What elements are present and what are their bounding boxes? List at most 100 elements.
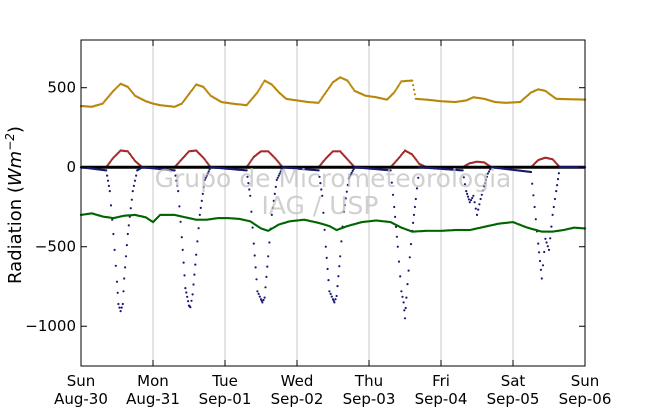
series-3-point [175, 179, 178, 182]
series-3-point [199, 206, 202, 209]
series-3-point [555, 190, 558, 193]
series-0-point [258, 88, 261, 91]
series-3-point [395, 235, 398, 238]
series-3-point [534, 218, 537, 221]
series-3-point [325, 256, 328, 259]
series-0-point [259, 86, 262, 89]
series-3-point [391, 193, 395, 196]
series-3-point [185, 291, 188, 294]
series-3-point [405, 296, 408, 299]
series-3-point [337, 275, 340, 278]
series-3-point [412, 221, 415, 224]
series-3-point [272, 199, 275, 202]
series-3-point [131, 190, 134, 193]
series-3-point [266, 265, 269, 268]
series-3-point [111, 218, 114, 221]
series-3-point [197, 227, 200, 230]
series-3-point [462, 176, 465, 179]
y-axis-label: Radiation (Wm−2) [3, 126, 26, 284]
series-3-point [399, 275, 402, 278]
series-0-point [396, 86, 399, 89]
series-3-point [124, 255, 128, 258]
x-tick-label-day: Sat [501, 372, 526, 390]
series-3-point [319, 182, 322, 185]
series-3-point [413, 205, 416, 209]
series-0-point [411, 79, 414, 82]
series-3-point [556, 178, 560, 181]
series-3-point [273, 192, 276, 195]
series-3-point [467, 198, 470, 201]
series-3-point [178, 205, 181, 208]
series-3-point [329, 292, 332, 295]
series-3-point [190, 299, 193, 302]
series-3-point [339, 255, 342, 258]
series-3-point [543, 250, 546, 254]
series-3-point [550, 225, 553, 228]
x-tick-label-date: Sep-06 [559, 390, 612, 408]
series-3-point [251, 226, 254, 229]
series-3-point [105, 169, 108, 172]
series-3-point [461, 169, 464, 172]
series-0-point [398, 83, 401, 86]
series-3-point [193, 273, 196, 276]
series-3-point [415, 187, 419, 190]
series-0-point [394, 89, 397, 92]
y-tick-label: −500 [35, 238, 76, 256]
series-3-point [402, 301, 405, 304]
plot-frame [80, 39, 586, 367]
series-3-point [472, 194, 475, 197]
series-3-point [479, 197, 482, 201]
series-3-point [263, 296, 266, 299]
series-3-point [115, 280, 119, 283]
watermark-line-1: Grupo de Micrometeorologia [155, 164, 512, 193]
series-0-point [262, 81, 265, 84]
series-3-point [538, 251, 541, 254]
series-3-point [348, 175, 351, 178]
series-3-point [545, 241, 548, 244]
series-3-point [347, 177, 350, 180]
series-3-point [196, 240, 199, 243]
series-3-point [253, 254, 256, 257]
series-layer [79, 76, 587, 320]
series-3-point [468, 201, 471, 204]
series-3-point [262, 298, 265, 302]
series-3-point [557, 172, 561, 175]
x-tick-label-day: Wed [281, 372, 314, 390]
series-3-point [133, 179, 137, 182]
y-axis-label-close: ) [5, 126, 26, 133]
series-3-point [403, 317, 407, 320]
x-tick-label-day: Mon [137, 372, 169, 390]
series-3-point [346, 183, 349, 187]
series-3-point [533, 205, 536, 209]
series-3-point [270, 213, 273, 216]
series-0-point [260, 84, 263, 87]
series-3-point [257, 292, 260, 295]
x-tick-label-date: Sep-03 [343, 390, 396, 408]
series-0-point [413, 93, 416, 96]
series-3-point [245, 169, 248, 172]
series-3-point [277, 174, 280, 177]
series-3-point [351, 169, 354, 172]
series-3-point [249, 194, 252, 197]
series-3-point [114, 264, 117, 267]
series-3-point [485, 175, 488, 178]
series-3-point [334, 298, 337, 301]
x-tick-label-date: Aug-31 [126, 390, 180, 408]
y-axis-label-unit: Wm [5, 151, 26, 186]
series-3-point [200, 199, 203, 202]
series-3-point [176, 184, 179, 187]
series-3-point [275, 178, 278, 181]
series-3-point [323, 228, 326, 231]
series-3-point [276, 176, 279, 179]
series-3-point [183, 274, 186, 277]
series-0-point [412, 84, 415, 87]
series-3-point [187, 300, 190, 303]
series-3-point [553, 197, 557, 201]
grid-lines [152, 40, 514, 366]
y-axis-label-text: Radiation ( [5, 186, 26, 284]
series-3-point [544, 237, 547, 240]
series-3-point [321, 194, 324, 197]
watermark-line-2: IAG / USP [262, 191, 379, 220]
series-3-point [203, 178, 206, 181]
